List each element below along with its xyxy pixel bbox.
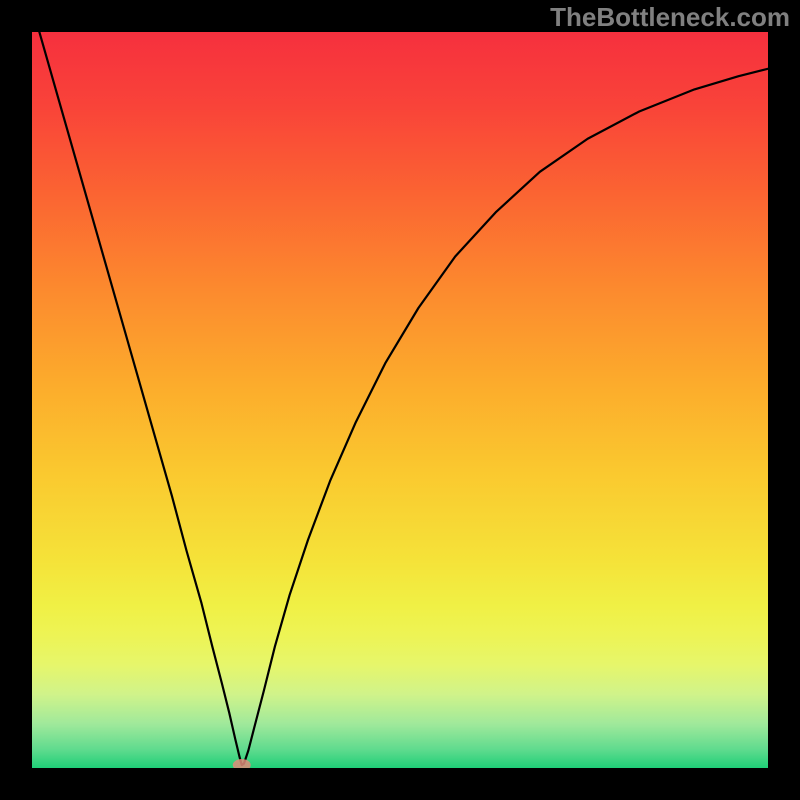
bottleneck-chart (32, 32, 768, 768)
chart-frame: TheBottleneck.com (0, 0, 800, 800)
watermark-label: TheBottleneck.com (550, 2, 790, 33)
chart-background (32, 32, 768, 768)
